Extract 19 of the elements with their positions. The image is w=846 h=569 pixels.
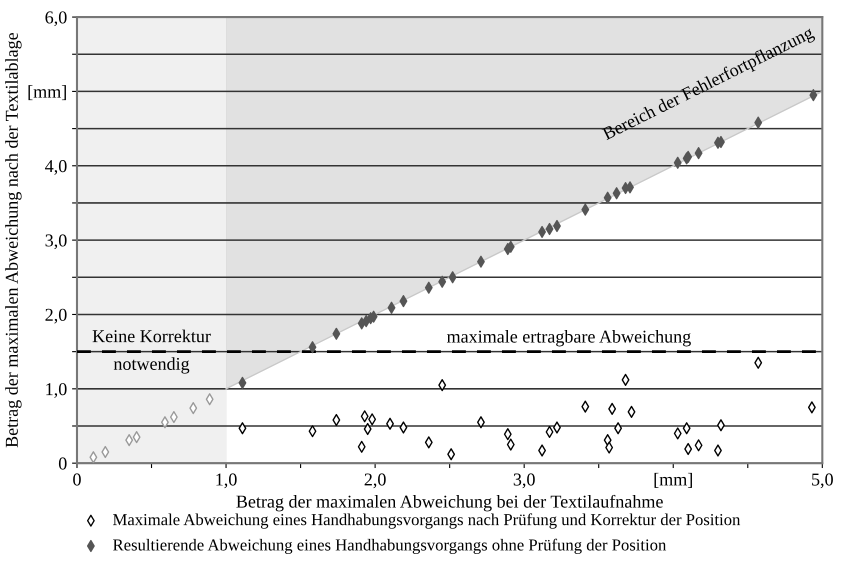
x-tick-label: 3,0 — [514, 473, 535, 488]
x-tick-label: 5,0 — [812, 473, 833, 488]
legend-label: Resultierende Abweichung eines Handhabungsvorgangs ohne Prüfung der Position — [113, 538, 666, 554]
y-tick-label: 4,0 — [45, 160, 67, 175]
x-tick-label: [mm] — [654, 472, 692, 488]
ref-line-label: maximale ertragbare Abweichung — [446, 330, 691, 346]
legend-label: Maximale Abweichung eines Handhabungsvorgangs nach Prüfung und Korrektur der Position — [113, 513, 740, 529]
band-label: Keine Korrektur notwendig — [92, 330, 211, 374]
x-tick-label: 2,0 — [364, 473, 386, 488]
y-tick-label: 0 — [58, 457, 67, 470]
y-tick-label: [mm] — [28, 85, 66, 100]
x-tick-label: 1,0 — [216, 473, 237, 488]
y-tick-label: 6,0 — [45, 11, 67, 26]
x-tick-label: 0 — [73, 473, 81, 486]
y-tick-label: 3,0 — [46, 234, 67, 250]
x-axis-title: Betrag der maximalen Abweichung bei der Textilaufnahme — [236, 494, 663, 512]
y-tick-label: 1,0 — [46, 383, 67, 398]
y-tick-label: 2,0 — [45, 308, 67, 324]
y-axis-title: Betrag der maximalen Abweichung nach der Textilablage — [5, 32, 22, 448]
